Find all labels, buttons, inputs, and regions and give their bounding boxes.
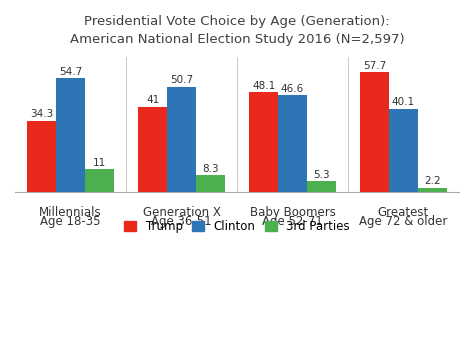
Bar — [360, 72, 389, 192]
Text: Age 36-51: Age 36-51 — [151, 215, 212, 228]
Text: Age 18-35: Age 18-35 — [40, 215, 101, 228]
Text: 46.6: 46.6 — [281, 84, 304, 94]
Text: Millennials: Millennials — [39, 206, 102, 219]
Text: 54.7: 54.7 — [59, 67, 82, 77]
Bar — [418, 188, 447, 192]
Bar — [249, 92, 278, 192]
Text: 2.2: 2.2 — [424, 176, 441, 186]
Bar — [27, 121, 56, 192]
Bar — [138, 107, 167, 192]
Legend: Trump, Clinton, 3rd Parties: Trump, Clinton, 3rd Parties — [120, 215, 354, 238]
Text: Greatest: Greatest — [378, 206, 429, 219]
Text: 34.3: 34.3 — [30, 109, 53, 119]
Title: Presidential Vote Choice by Age (Generation):
American National Election Study 2: Presidential Vote Choice by Age (Generat… — [70, 15, 404, 46]
Text: 50.7: 50.7 — [170, 75, 193, 85]
Text: 40.1: 40.1 — [392, 97, 415, 107]
Text: 48.1: 48.1 — [252, 81, 275, 91]
Text: 41: 41 — [146, 95, 159, 105]
Text: 5.3: 5.3 — [313, 170, 330, 180]
Bar — [307, 181, 336, 192]
Text: 8.3: 8.3 — [202, 164, 219, 174]
Text: Generation X: Generation X — [143, 206, 220, 219]
Text: Baby Boomers: Baby Boomers — [250, 206, 336, 219]
Bar — [196, 175, 225, 192]
Text: Age 72 & older: Age 72 & older — [359, 215, 447, 228]
Bar — [167, 87, 196, 192]
Bar — [56, 78, 85, 192]
Text: 57.7: 57.7 — [363, 61, 386, 71]
Bar — [389, 109, 418, 192]
Text: Age 52-71: Age 52-71 — [262, 215, 323, 228]
Bar — [278, 95, 307, 192]
Bar — [85, 169, 114, 192]
Text: 11: 11 — [93, 158, 106, 168]
